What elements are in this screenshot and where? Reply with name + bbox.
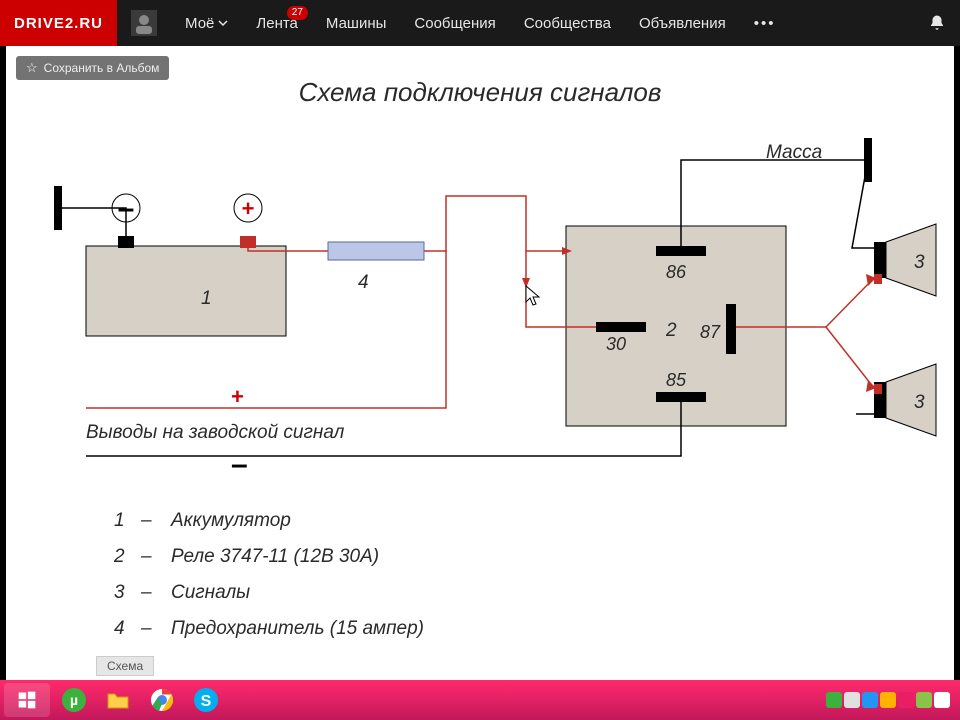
start-button[interactable] bbox=[4, 683, 50, 717]
nav-label: Машины bbox=[326, 15, 386, 32]
nav-label: Моё bbox=[185, 15, 214, 32]
svg-text:Аккумулятор: Аккумулятор bbox=[170, 510, 291, 531]
tray-icon[interactable] bbox=[844, 692, 860, 708]
wire-neg-ground bbox=[62, 208, 126, 236]
tray-icon[interactable] bbox=[916, 692, 932, 708]
wire-y-bot bbox=[826, 327, 874, 388]
tray-icon[interactable] bbox=[934, 692, 950, 708]
pin-85-label: 85 bbox=[666, 370, 687, 390]
nav-item-ads[interactable]: Объявления bbox=[625, 0, 740, 46]
factory-minus: – bbox=[231, 448, 248, 481]
nav-item-my[interactable]: Моё bbox=[171, 0, 242, 46]
taskbar-app-utorrent[interactable]: µ bbox=[54, 683, 94, 717]
svg-text:Предохранитель (15 ампер): Предохранитель (15 ампер) bbox=[171, 618, 424, 639]
taskbar: µ S bbox=[0, 680, 960, 720]
pin-30-label: 30 bbox=[606, 334, 626, 354]
nav-item-cars[interactable]: Машины bbox=[312, 0, 400, 46]
svg-text:–: – bbox=[140, 510, 152, 531]
page-content: ☆ Сохранить в Альбом Схема подключения с… bbox=[6, 46, 954, 680]
nav-avatar[interactable] bbox=[117, 0, 171, 46]
fuse-id: 4 bbox=[358, 272, 369, 293]
top-nav: DRIVE2.RU Моё Лента 27 Машины Сообщения … bbox=[0, 0, 960, 46]
fuse-block: 4 bbox=[328, 242, 424, 293]
wire-fuse-to-86 bbox=[424, 196, 566, 251]
tray-icon[interactable] bbox=[826, 692, 842, 708]
svg-text:–: – bbox=[140, 618, 152, 639]
battery-pos-symbol: + bbox=[234, 194, 262, 222]
schema-tab[interactable]: Схема bbox=[96, 656, 154, 676]
pin-86-label: 86 bbox=[666, 262, 687, 282]
tray-icon[interactable] bbox=[862, 692, 878, 708]
nav-item-more[interactable]: ••• bbox=[740, 0, 790, 46]
nav-item-messages[interactable]: Сообщения bbox=[400, 0, 509, 46]
chevron-down-icon bbox=[218, 18, 228, 28]
taskbar-app-folder[interactable] bbox=[98, 683, 138, 717]
battery-id: 1 bbox=[201, 288, 212, 309]
diagram-title: Схема подключения сигналов bbox=[299, 77, 662, 107]
tray-icon[interactable] bbox=[898, 692, 914, 708]
svg-text:2: 2 bbox=[113, 546, 125, 567]
svg-text:+: + bbox=[242, 196, 255, 221]
svg-text:Реле 3747-11 (12В 30А): Реле 3747-11 (12В 30А) bbox=[171, 546, 379, 567]
horn-top-id: 3 bbox=[914, 252, 925, 273]
folder-icon bbox=[105, 687, 131, 713]
windows-icon bbox=[17, 690, 37, 710]
avatar-icon bbox=[131, 10, 157, 36]
svg-text:S: S bbox=[201, 693, 212, 710]
svg-text:–: – bbox=[140, 582, 152, 603]
taskbar-app-skype[interactable]: S bbox=[186, 683, 226, 717]
nav-label: Объявления bbox=[639, 15, 726, 32]
nav-label: Сообщества bbox=[524, 15, 611, 32]
relay-block: 86 30 87 85 2 bbox=[566, 226, 786, 426]
chrome-icon bbox=[149, 687, 175, 713]
system-tray[interactable] bbox=[826, 692, 960, 708]
more-glyph: ••• bbox=[754, 15, 776, 32]
factory-signal-label: Выводы на заводской сигнал bbox=[86, 422, 345, 443]
pin-87-label: 87 bbox=[700, 322, 721, 342]
site-logo[interactable]: DRIVE2.RU bbox=[0, 0, 117, 46]
svg-text:1: 1 bbox=[114, 510, 125, 531]
nav-notifications[interactable] bbox=[914, 0, 960, 46]
nav-item-feed[interactable]: Лента 27 bbox=[242, 0, 312, 46]
svg-text:µ: µ bbox=[70, 692, 78, 708]
svg-text:3: 3 bbox=[114, 582, 125, 603]
svg-text:–: – bbox=[140, 546, 152, 567]
bell-icon bbox=[928, 14, 946, 32]
relay-id: 2 bbox=[665, 320, 677, 341]
wire-y-top bbox=[826, 278, 874, 327]
nav-item-communities[interactable]: Сообщества bbox=[510, 0, 625, 46]
wiring-diagram: Схема подключения сигналов Масса 1 – + 4 bbox=[6, 46, 954, 680]
svg-text:4: 4 bbox=[114, 618, 125, 639]
horn-bottom: 3 bbox=[874, 364, 936, 436]
ground-bar-left bbox=[54, 186, 62, 230]
utorrent-icon: µ bbox=[61, 687, 87, 713]
cursor-icon bbox=[526, 286, 539, 305]
legend: 1 – Аккумулятор 2 – Реле 3747-11 (12В 30… bbox=[113, 510, 424, 639]
tray-icon[interactable] bbox=[880, 692, 896, 708]
schema-tab-label: Схема bbox=[107, 659, 143, 673]
skype-icon: S bbox=[193, 687, 219, 713]
horn-top: 3 bbox=[874, 224, 936, 296]
logo-text: DRIVE2.RU bbox=[14, 15, 103, 32]
nav-label: Сообщения bbox=[414, 15, 495, 32]
factory-plus: + bbox=[231, 384, 244, 409]
svg-text:Сигналы: Сигналы bbox=[171, 582, 250, 603]
horn-bottom-id: 3 bbox=[914, 392, 925, 413]
feed-badge: 27 bbox=[287, 6, 308, 20]
taskbar-app-chrome[interactable] bbox=[142, 683, 182, 717]
